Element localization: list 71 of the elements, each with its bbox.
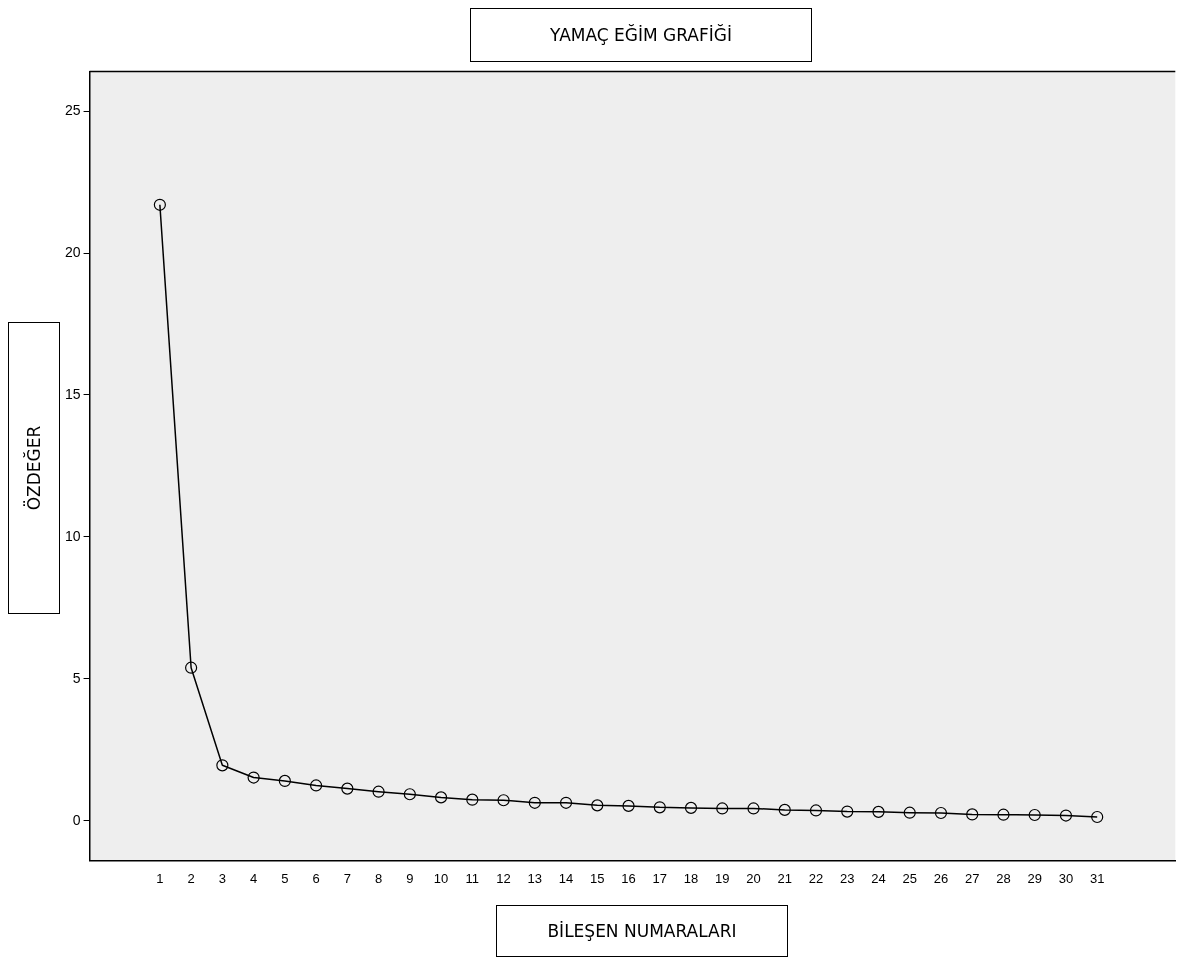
y-tick-label: 25 — [64, 101, 81, 118]
y-tick-label: 0 — [72, 811, 81, 828]
point — [747, 802, 760, 815]
point — [872, 805, 885, 818]
y-tick-label: 5 — [72, 669, 81, 686]
point — [434, 791, 448, 804]
point — [153, 198, 166, 211]
x-tick-label: 4 — [249, 870, 258, 886]
x-tick-label: 18 — [683, 870, 699, 886]
x-tick-label: 20 — [746, 870, 761, 886]
x-tick-label: 19 — [715, 870, 730, 886]
x-tick-label: 31 — [1089, 870, 1105, 886]
point — [809, 804, 823, 817]
point — [341, 782, 354, 795]
y-tick-label: 10 — [64, 527, 81, 544]
x-tick-label: 17 — [652, 870, 668, 886]
x-tick-label: 7 — [343, 870, 351, 886]
x-tick-label: 21 — [777, 870, 792, 886]
chart-title: YAMAÇ EĞİM GRAFİĞİ — [470, 8, 812, 62]
point — [716, 802, 729, 815]
x-axis-title: BİLEŞEN NUMARALARI — [496, 905, 788, 957]
x-tick-label: 3 — [218, 870, 226, 886]
x-tick-label: 15 — [590, 870, 605, 886]
point — [1059, 809, 1073, 822]
point — [622, 799, 635, 813]
point — [559, 796, 573, 809]
y-tick-label: 20 — [64, 243, 81, 260]
point — [247, 771, 260, 784]
y-tick-label: 15 — [64, 385, 81, 402]
point — [497, 794, 510, 807]
x-tick-label: 30 — [1058, 870, 1074, 886]
point — [278, 774, 291, 788]
point — [684, 801, 698, 814]
x-tick-label: 16 — [621, 870, 636, 886]
y-axis-title: ÖZDEĞER — [24, 425, 44, 511]
point — [934, 806, 948, 820]
point — [966, 808, 979, 821]
x-tick-label: 11 — [465, 870, 480, 886]
x-tick-label: 14 — [558, 870, 574, 886]
x-tick-label: 12 — [496, 870, 511, 886]
point — [528, 796, 541, 809]
x-tick-label: 25 — [902, 870, 917, 886]
x-tick-label: 26 — [933, 870, 949, 886]
x-tick-label: 28 — [996, 870, 1011, 886]
point — [997, 808, 1010, 821]
point — [403, 788, 416, 801]
x-tick-label: 6 — [312, 870, 320, 886]
point — [309, 779, 323, 792]
x-tick-label: 24 — [871, 870, 886, 886]
x-tick-label: 27 — [964, 870, 980, 886]
point — [591, 799, 604, 812]
x-tick-label: 23 — [840, 870, 855, 886]
x-tick-label: 9 — [406, 870, 414, 886]
point — [903, 806, 916, 819]
x-tick-label: 10 — [433, 870, 449, 886]
point — [841, 805, 854, 818]
x-tick-label: 1 — [156, 870, 164, 886]
point — [185, 661, 198, 674]
x-tick-label: 8 — [374, 870, 383, 886]
point — [1028, 808, 1041, 822]
point — [778, 803, 791, 816]
point — [466, 793, 479, 806]
point — [216, 759, 229, 772]
point — [1091, 810, 1104, 824]
x-tick-label: 2 — [187, 870, 195, 886]
point — [653, 801, 666, 814]
x-tick-label: 29 — [1027, 870, 1042, 886]
point — [372, 785, 385, 798]
x-tick-label: 22 — [808, 870, 824, 886]
x-tick-label: 13 — [527, 870, 543, 886]
x-tick-label: 5 — [281, 870, 289, 886]
